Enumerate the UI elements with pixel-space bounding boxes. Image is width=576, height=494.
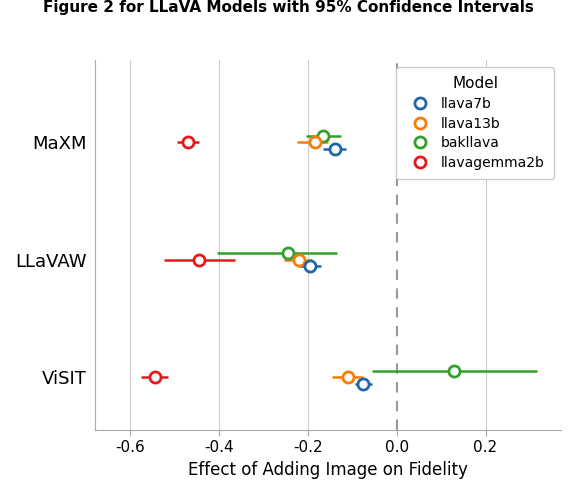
X-axis label: Effect of Adding Image on Fidelity: Effect of Adding Image on Fidelity (188, 461, 468, 479)
Text: Figure 2 for LLaVA Models with 95% Confidence Intervals: Figure 2 for LLaVA Models with 95% Confi… (43, 0, 533, 15)
Legend: llava7b, llava13b, bakllava, llavagemma2b: llava7b, llava13b, bakllava, llavagemma2… (396, 67, 554, 179)
